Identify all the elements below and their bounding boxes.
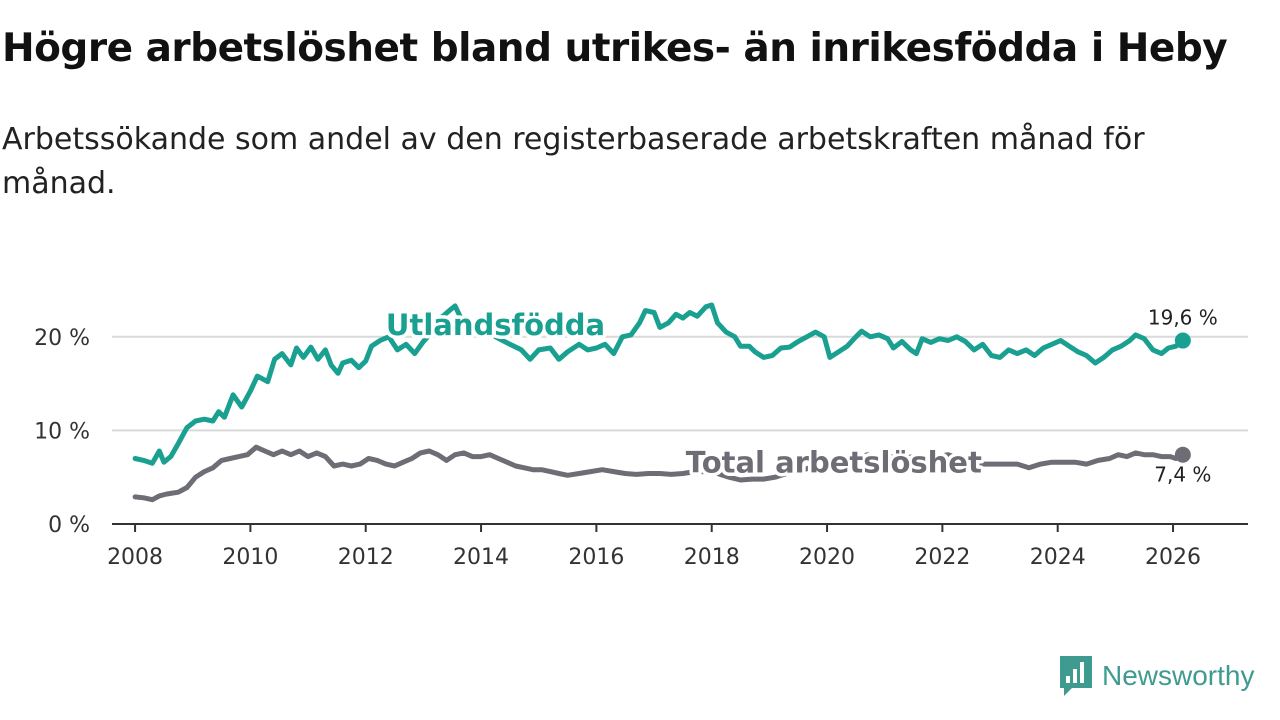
series-lines <box>132 302 1191 503</box>
chart-subtitle: Arbetssökande som andel av den registerb… <box>2 122 1145 201</box>
x-tick-label: 2014 <box>453 545 509 570</box>
series-name-label: Utlandsfödda <box>386 308 605 342</box>
x-tick-label: 2018 <box>684 545 740 570</box>
x-tick-label: 2012 <box>338 545 394 570</box>
x-tick-label: 2020 <box>799 545 855 570</box>
x-tick-label: 2016 <box>568 545 624 570</box>
labels: 19,6 % 7,4 % Utlandsfödda Total arbetslöshe… <box>382 304 1218 487</box>
newsworthy-logo-icon <box>1060 656 1092 696</box>
newsworthy-logo: Newsworthy <box>1058 654 1254 698</box>
series-end-label: 7,4 % <box>1154 463 1211 487</box>
x-tick-label: 2010 <box>222 545 278 570</box>
x-tick-label: 2008 <box>107 545 163 570</box>
y-tick-label: 10 % <box>34 419 90 444</box>
series-name-label: Total arbetslöshet <box>686 446 982 480</box>
x-tick-label: 2024 <box>1030 545 1086 570</box>
y-tick-label: 20 % <box>34 326 90 351</box>
gridlines <box>112 335 1248 432</box>
newsworthy-logo-text: Newsworthy <box>1102 660 1255 691</box>
series-end-point <box>1174 332 1191 349</box>
series-line <box>132 444 1186 503</box>
series-line <box>132 302 1186 466</box>
chart-title: Högre arbetslöshet bland utrikes- än inr… <box>2 26 1228 71</box>
series-end-point <box>1174 446 1191 463</box>
series-end-label: 19,6 % <box>1148 306 1218 330</box>
axes: 0 % 10 % 20 % 2008 2010 2012 2014 2016 2018 2020 2… <box>34 326 1248 570</box>
x-tick-label: 2026 <box>1145 545 1201 570</box>
y-tick-label: 0 % <box>48 513 90 538</box>
x-tick-label: 2022 <box>914 545 970 570</box>
